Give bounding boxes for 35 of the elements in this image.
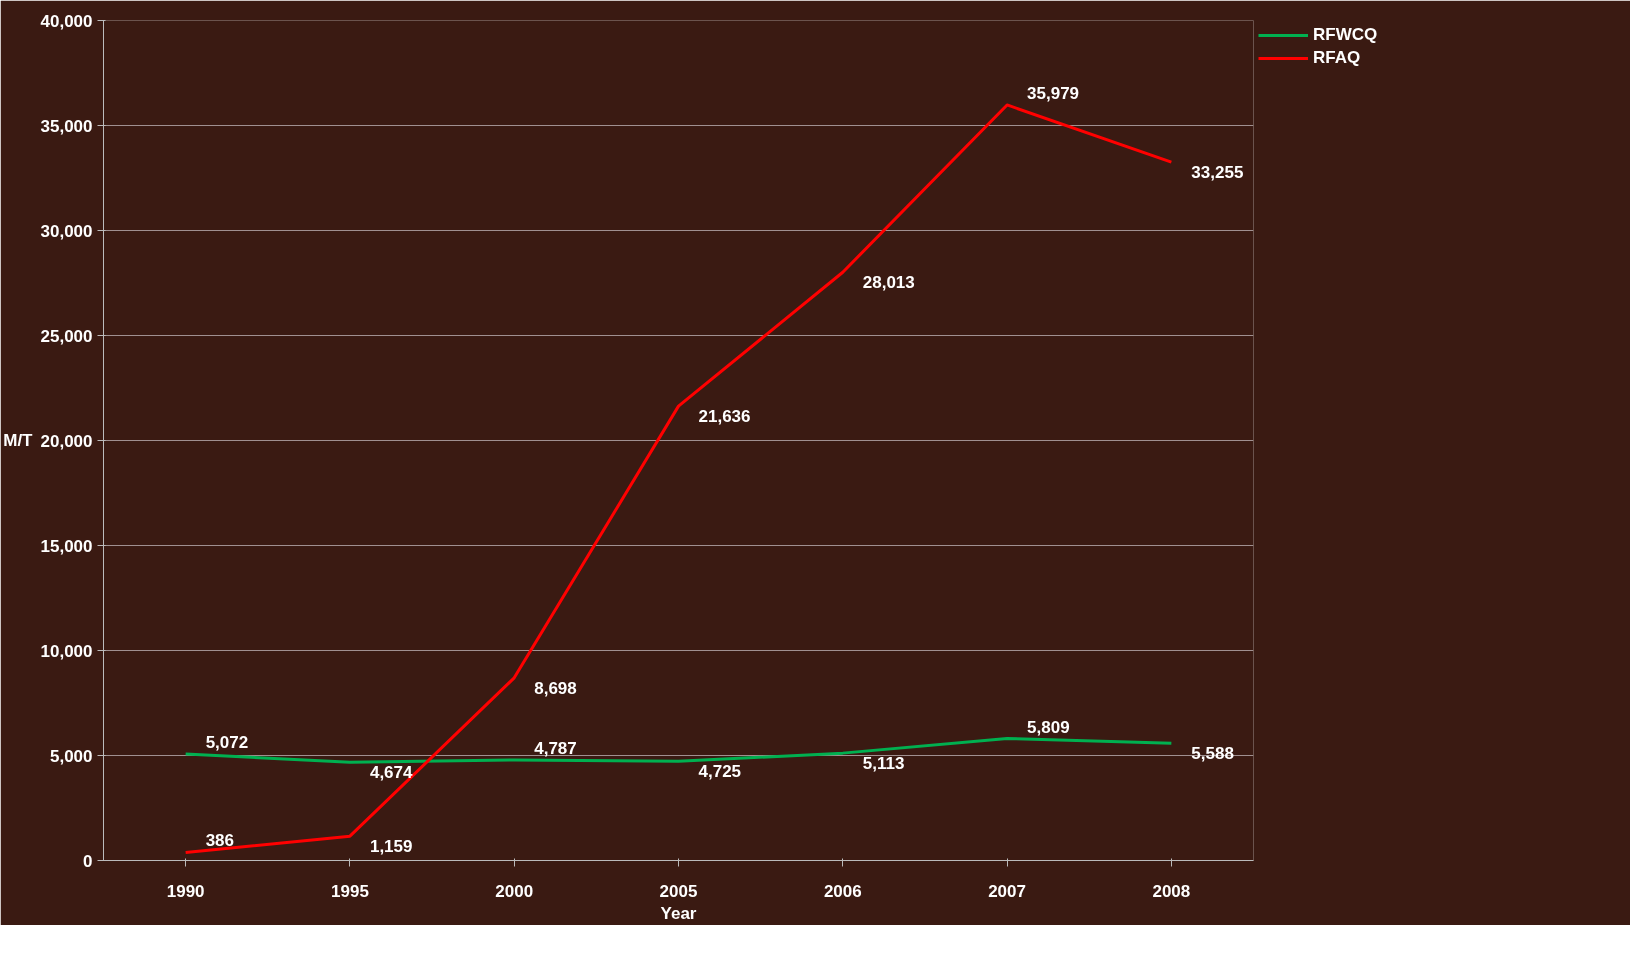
x-tick-label: 2007 [988,881,1026,901]
y-tick-label: 25,000 [40,326,93,346]
data-label: 1,159 [369,837,413,857]
y-tick-label: 20,000 [40,431,93,451]
x-tick-label: 2008 [1152,881,1191,901]
y-tick-label: 30,000 [40,221,93,241]
data-label: 386 [205,831,235,851]
data-label: 33,255 [1191,163,1244,183]
data-label: 4,725 [698,762,742,782]
x-tick-label: 2005 [659,881,698,901]
legend-label: RFAQ [1313,48,1361,68]
y-tick-label: 0 [83,851,93,871]
x-axis-title: Year [660,903,697,923]
data-label: 4,674 [369,763,414,783]
y-tick-label: 15,000 [40,536,93,556]
legend-label: RFWCQ [1313,25,1378,45]
y-tick-label: 5,000 [49,746,93,766]
data-label: 8,698 [534,678,577,698]
y-axis-title: M/T [3,431,34,450]
y-tick-label: 40,000 [40,11,93,31]
data-label: 21,636 [698,407,751,427]
data-label: 5,113 [862,754,905,774]
data-label: 35,979 [1027,83,1080,103]
data-label: 5,072 [205,732,249,752]
y-tick-label: 35,000 [40,116,93,136]
x-tick-label: 2000 [495,881,534,901]
x-tick-label: 1990 [166,881,205,901]
data-label: 5,809 [1027,717,1070,737]
line-series [184,103,1173,854]
data-label: 5,588 [1191,744,1234,764]
x-tick-label: 1995 [331,881,369,901]
y-tick-label: 10,000 [40,641,93,661]
data-label: 28,013 [862,273,915,293]
x-tick-label: 2006 [823,881,862,901]
data-label: 4,787 [534,738,577,758]
